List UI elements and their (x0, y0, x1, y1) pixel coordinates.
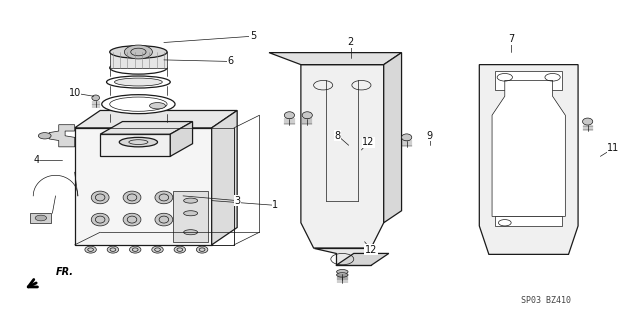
Text: 6: 6 (228, 56, 234, 66)
Text: 5: 5 (250, 31, 256, 41)
Ellipse shape (196, 246, 208, 253)
Polygon shape (336, 253, 389, 265)
Text: 12: 12 (365, 245, 377, 255)
Text: 4: 4 (33, 154, 40, 165)
Polygon shape (495, 216, 562, 226)
Ellipse shape (109, 46, 167, 58)
Polygon shape (301, 65, 384, 248)
Polygon shape (212, 110, 237, 245)
Circle shape (38, 133, 51, 139)
Text: 3: 3 (234, 196, 240, 206)
Polygon shape (479, 65, 578, 254)
Text: FR.: FR. (56, 266, 74, 277)
Ellipse shape (152, 246, 163, 253)
Text: 7: 7 (508, 34, 515, 44)
Ellipse shape (337, 270, 348, 274)
Text: 1: 1 (273, 200, 278, 210)
Polygon shape (269, 53, 401, 65)
Ellipse shape (106, 76, 170, 88)
Ellipse shape (123, 191, 141, 204)
Ellipse shape (92, 213, 109, 226)
Polygon shape (100, 122, 193, 134)
Polygon shape (492, 80, 565, 216)
Ellipse shape (155, 213, 173, 226)
Ellipse shape (115, 78, 163, 86)
Ellipse shape (35, 215, 47, 221)
Polygon shape (173, 191, 209, 242)
Polygon shape (495, 71, 562, 90)
Ellipse shape (582, 118, 593, 125)
Ellipse shape (92, 191, 109, 204)
Ellipse shape (401, 134, 412, 141)
Ellipse shape (184, 198, 198, 203)
Ellipse shape (109, 62, 167, 74)
Ellipse shape (184, 211, 198, 216)
Ellipse shape (119, 137, 157, 147)
Text: 10: 10 (68, 88, 81, 98)
Polygon shape (314, 248, 371, 265)
Ellipse shape (85, 246, 97, 253)
Ellipse shape (107, 246, 118, 253)
Ellipse shape (92, 95, 100, 101)
Polygon shape (109, 52, 167, 68)
Ellipse shape (302, 112, 312, 119)
Ellipse shape (155, 191, 173, 204)
Polygon shape (75, 110, 237, 128)
Ellipse shape (284, 112, 294, 119)
Polygon shape (170, 122, 193, 156)
Text: 12: 12 (362, 137, 374, 147)
Polygon shape (384, 53, 401, 223)
Ellipse shape (129, 246, 141, 253)
Text: 11: 11 (607, 144, 620, 153)
Polygon shape (30, 213, 51, 223)
Text: 8: 8 (335, 131, 341, 141)
Polygon shape (75, 128, 212, 245)
Ellipse shape (150, 103, 166, 109)
Ellipse shape (123, 213, 141, 226)
Polygon shape (49, 125, 75, 147)
Text: 9: 9 (426, 131, 433, 141)
Polygon shape (100, 134, 170, 156)
Ellipse shape (337, 273, 348, 277)
Ellipse shape (102, 95, 175, 114)
Text: 2: 2 (348, 38, 354, 48)
Ellipse shape (174, 246, 186, 253)
Ellipse shape (184, 230, 198, 235)
Circle shape (124, 45, 152, 59)
Text: SP03 BZ410: SP03 BZ410 (521, 296, 572, 305)
